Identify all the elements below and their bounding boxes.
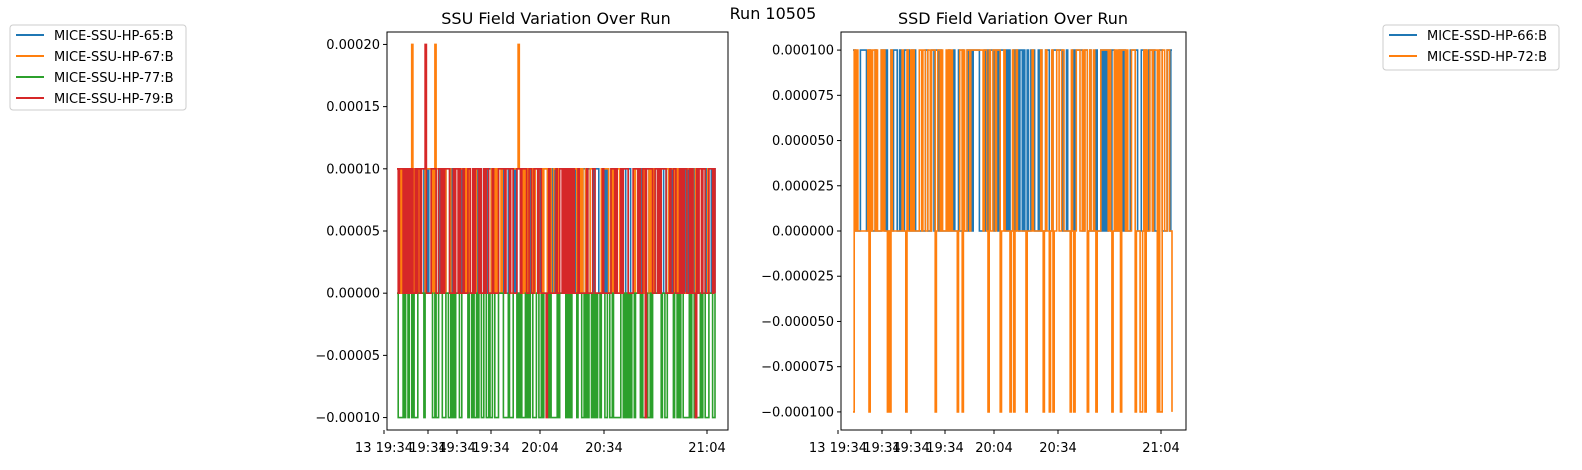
- x-tick-label: 21:04: [688, 441, 725, 456]
- y-tick-label: 0.000075: [772, 89, 834, 104]
- series-line-mice-ssu-hp-79-b: [397, 43, 716, 419]
- y-tick-label: −0.000025: [761, 270, 834, 285]
- legend-label: MICE-SSU-HP-79:B: [54, 92, 174, 107]
- ssd-legend: MICE-SSD-HP-66:B MICE-SSD-HP-72:B: [1382, 24, 1560, 71]
- ssu-chart-title: SSU Field Variation Over Run: [441, 9, 670, 28]
- legend-label: MICE-SSU-HP-67:B: [54, 50, 174, 65]
- legend-label: MICE-SSU-HP-65:B: [54, 29, 174, 44]
- y-tick-label: 0.00020: [326, 38, 380, 53]
- ssd-y-ticks: −0.000100 −0.000075 −0.000050 −0.000025 0.00…: [761, 44, 841, 420]
- x-tick-label: 20:34: [1039, 441, 1076, 456]
- y-tick-label: 0.000000: [772, 225, 834, 240]
- y-tick-label: 0.00005: [326, 225, 380, 240]
- y-tick-label: 0.00015: [326, 100, 380, 115]
- x-tick-label: 19:34: [409, 441, 446, 456]
- y-tick-label: 0.000025: [772, 179, 834, 194]
- y-tick-label: 0.000100: [772, 44, 834, 59]
- y-tick-label: −0.00005: [315, 349, 380, 364]
- ssd-chart-title: SSD Field Variation Over Run: [898, 9, 1128, 28]
- ssu-legend-box: [9, 24, 187, 111]
- ssd-legend-box: [1382, 24, 1560, 71]
- legend-label: MICE-SSD-HP-66:B: [1427, 29, 1547, 44]
- y-tick-label: 0.00000: [326, 287, 380, 302]
- ssd-axes: SSD Field Variation Over Run −0.000100−0…: [761, 9, 1187, 456]
- x-tick-label: 20:04: [521, 441, 558, 456]
- x-tick-label: 13 19:34: [355, 441, 413, 456]
- y-tick-label: −0.00010: [315, 411, 380, 426]
- ssd-plot-area: [853, 49, 1173, 413]
- x-tick-label: 19:34: [438, 441, 475, 456]
- x-tick-label: 13 19:34: [809, 441, 867, 456]
- y-tick-label: −0.000100: [761, 405, 834, 420]
- ssu-plot-area: [397, 43, 716, 419]
- series-line-mice-ssd-hp-72-b: [853, 49, 1173, 413]
- legend-label: MICE-SSD-HP-72:B: [1427, 50, 1547, 65]
- x-tick-label: 21:04: [1142, 441, 1179, 456]
- y-tick-label: −0.000075: [761, 360, 834, 375]
- y-tick-label: 0.00010: [326, 162, 380, 177]
- ssu-y-ticks: −0.00010 −0.00005 0.00000 0.00005 0.00010 0.0…: [315, 38, 387, 426]
- x-tick-label: 19:34: [863, 441, 900, 456]
- x-tick-label: 19:34: [472, 441, 509, 456]
- y-tick-label: −0.000050: [761, 315, 834, 330]
- x-tick-label: 20:04: [975, 441, 1012, 456]
- y-tick-label: 0.000050: [772, 134, 834, 149]
- ssu-legend: MICE-SSU-HP-65:B MICE-SSU-HP-67:B MICE-SSU…: [9, 24, 187, 111]
- ssu-axes: SSU Field Variation Over Run −0.00010−0.…: [315, 9, 729, 456]
- series-line-mice-ssu-hp-77-b: [397, 292, 716, 419]
- x-tick-label: 19:34: [926, 441, 963, 456]
- x-tick-label: 20:34: [585, 441, 622, 456]
- legend-label: MICE-SSU-HP-77:B: [54, 71, 174, 86]
- figure-suptitle: Run 10505: [730, 4, 817, 23]
- x-tick-label: 19:34: [892, 441, 929, 456]
